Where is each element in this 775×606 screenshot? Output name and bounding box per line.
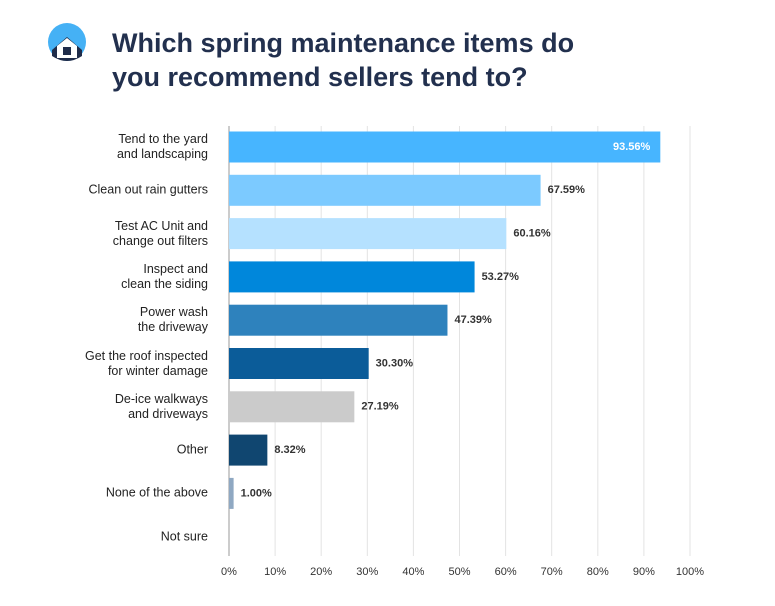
value-label: 60.16% [513,228,551,240]
y-tick-label: Tend to the yard and landscaping [116,132,208,161]
x-tick-label: 100% [676,566,704,578]
chart-title: Which spring maintenance items do you re… [112,28,575,92]
value-label: 93.56% [613,141,651,153]
x-tick-label: 70% [541,566,563,578]
y-tick-label: Inspect and clean the siding [121,261,208,291]
x-tick-label: 0% [221,566,237,578]
bar [229,391,355,423]
y-tick-label: Clean out rain gutters [88,182,208,197]
y-tick-label: Not sure [160,529,208,544]
x-tick-label: 80% [587,566,609,578]
logo [48,23,86,61]
value-label: 53.27% [482,271,520,283]
bar [229,304,448,336]
x-tick-label: 20% [310,566,332,578]
value-label: 30.30% [376,357,414,369]
y-tick-label: De-ice walkways and driveways [114,391,208,421]
bar [229,261,475,293]
value-label: 47.39% [454,314,492,326]
x-tick-label: 60% [495,566,517,578]
bar [229,174,541,206]
y-tick-label: Test AC Unit and change out filters [112,218,208,248]
value-label: 27.19% [361,401,399,413]
bar [229,477,234,509]
value-label: 67.59% [548,184,586,196]
x-tick-label: 90% [633,566,655,578]
bar [229,218,507,250]
y-tick-label: Other [176,442,208,457]
bar [229,434,268,466]
y-tick-label: Get the roof inspected for winter damage [85,348,208,378]
x-tick-label: 40% [402,566,424,578]
x-tick-label: 50% [448,566,470,578]
x-tick-label: 30% [356,566,378,578]
value-label: 1.00% [241,487,272,499]
y-tick-label: Power wash the driveway [137,305,208,335]
value-label: 8.32% [274,444,305,456]
x-tick-label: 10% [264,566,286,578]
bar [229,348,369,379]
bar [229,131,661,163]
y-tick-label: None of the above [105,485,208,500]
